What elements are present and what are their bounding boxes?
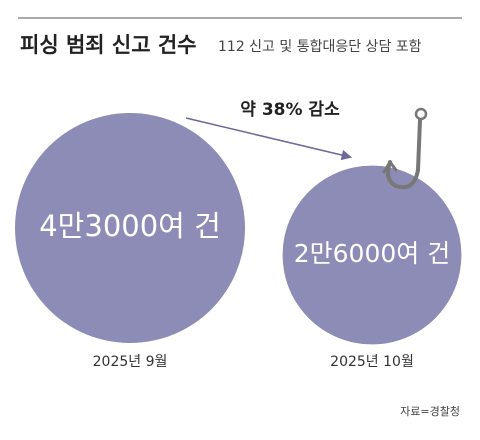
bubble [282, 165, 462, 345]
chart-subtitle: 112 신고 및 통합대응단 상담 포함 [218, 39, 422, 55]
source: 자료=경찰청 [400, 405, 460, 418]
value-label: 4만3000여 건 [39, 209, 221, 243]
bubbles [15, 113, 462, 345]
category-label: 2025년 10월 [330, 354, 414, 370]
hook-icon [382, 107, 428, 190]
annotation: 약 38% 감소 [240, 99, 340, 120]
value-label: 2만6000여 건 [294, 239, 450, 268]
bubble [15, 113, 245, 343]
decrease-arrow [185, 117, 353, 161]
category-label: 2025년 9월 [93, 354, 168, 370]
chart-title: 피싱 범죄 신고 건수 [20, 33, 197, 57]
